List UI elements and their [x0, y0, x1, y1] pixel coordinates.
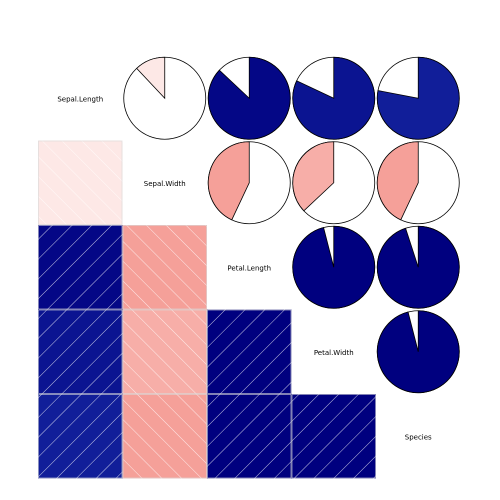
shade-border — [122, 309, 207, 394]
shade-cell-species-sepal-length — [38, 394, 123, 479]
pie-cell-sepal-width-species — [376, 141, 460, 225]
shade-border — [207, 309, 292, 394]
pie-cell-petal-width-species — [376, 310, 460, 394]
pie-slice — [376, 141, 419, 221]
shade-border — [38, 309, 123, 394]
pie-slice — [376, 225, 460, 309]
shade-hatch — [122, 225, 207, 310]
shade-hatch — [207, 309, 292, 394]
pie-cell-sepal-length-species — [376, 56, 460, 140]
pie-cell-sepal-length-petal-width — [292, 56, 376, 140]
pie-cell-petal-length-species — [376, 225, 460, 309]
pie-cell-petal-length-petal-width — [292, 225, 376, 309]
diag-label-species: Species — [405, 433, 432, 441]
shade-hatch — [38, 309, 123, 394]
shade-hatch — [291, 394, 376, 479]
shade-cell-petal-length-sepal-width — [122, 225, 207, 310]
diag-label-petal-length: Petal.Length — [227, 264, 271, 272]
shade-border — [291, 394, 376, 479]
pie-slice — [292, 225, 376, 309]
shade-cell-petal-width-sepal-length — [38, 309, 123, 394]
shade-hatch — [38, 394, 123, 479]
shade-hatch — [122, 394, 207, 479]
shade-cell-species-petal-length — [207, 394, 292, 479]
diag-label-petal-width: Petal.Width — [314, 349, 354, 357]
pie-slice — [376, 310, 460, 394]
pie-slice — [136, 56, 166, 100]
pie-cell-sepal-length-sepal-width — [123, 56, 207, 140]
shade-cell-sepal-width-sepal-length — [38, 140, 123, 225]
shade-cell-species-sepal-width — [122, 394, 207, 479]
shade-border — [38, 140, 123, 225]
shade-cell-petal-width-sepal-width — [122, 309, 207, 394]
pie-slice — [207, 56, 291, 140]
shade-hatch — [122, 309, 207, 394]
pie-slice — [207, 141, 250, 221]
shade-hatch — [38, 225, 123, 310]
pie-cell-sepal-width-petal-length — [207, 141, 291, 225]
shade-border — [122, 225, 207, 310]
shade-border — [38, 394, 123, 479]
pie-slice — [292, 56, 376, 140]
shade-border — [207, 394, 292, 479]
shade-border — [122, 394, 207, 479]
shade-hatch — [207, 394, 292, 479]
shade-cell-petal-length-sepal-length — [38, 225, 123, 310]
pie-slice — [292, 141, 335, 212]
shade-hatch — [38, 140, 123, 225]
shade-border — [38, 225, 123, 310]
shade-cell-petal-width-petal-length — [207, 309, 292, 394]
pie-cell-sepal-width-petal-width — [292, 141, 376, 225]
diag-label-sepal-length: Sepal.Length — [57, 95, 103, 103]
pie-slice — [376, 56, 460, 140]
shade-cell-species-petal-width — [291, 394, 376, 479]
pie-cell-sepal-length-petal-length — [207, 56, 291, 140]
diag-label-sepal-width: Sepal.Width — [144, 180, 186, 188]
